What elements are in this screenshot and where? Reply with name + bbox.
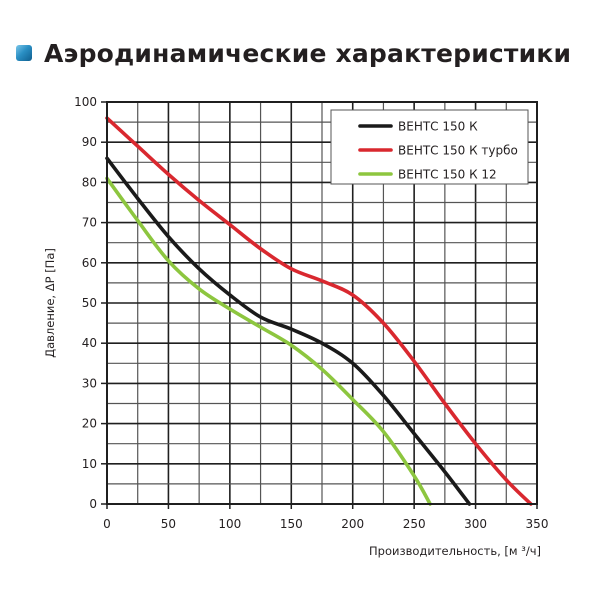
legend-item-vents-150k-turbo: ВЕНТС 150 К турбо <box>358 144 518 158</box>
legend-item-vents-150k: ВЕНТС 150 К <box>358 120 478 134</box>
y-tick-label: 90 <box>82 135 97 149</box>
y-tick-label: 70 <box>82 216 97 230</box>
y-tick-label: 50 <box>82 296 97 310</box>
curve-vents-150k <box>105 156 472 506</box>
chart-curves <box>105 116 533 506</box>
y-tick-label: 30 <box>82 376 97 390</box>
chart-legend: ВЕНТС 150 К ВЕНТС 150 К турбо ВЕНТС 150 К … <box>330 109 529 185</box>
x-tick-label: 100 <box>218 517 241 531</box>
y-tick-label: 0 <box>89 497 97 511</box>
y-axis-label: Давление, ΔP [Па] <box>43 248 57 358</box>
x-tick-label: 250 <box>403 517 426 531</box>
legend-label: ВЕНТС 150 К 12 <box>398 168 497 182</box>
y-tick-label: 10 <box>82 457 97 471</box>
x-tick-label: 300 <box>464 517 487 531</box>
legend-box <box>330 109 529 185</box>
x-axis-label: Производительность, [м ³/ч] <box>369 544 541 558</box>
x-tick-label: 50 <box>161 517 176 531</box>
y-tick-label: 60 <box>82 256 97 270</box>
y-tick-label: 40 <box>82 336 97 350</box>
chart-axes: 0 10 20 30 40 50 60 70 80 90 100 0 50 100 150 200 250 300… <box>74 95 548 531</box>
x-tick-label: 150 <box>280 517 303 531</box>
y-tick-label: 100 <box>74 95 97 109</box>
y-tick-label: 20 <box>82 417 97 431</box>
x-tick-label: 350 <box>526 517 549 531</box>
legend-label: ВЕНТС 150 К турбо <box>398 144 518 158</box>
y-tick-label: 80 <box>82 175 97 189</box>
chart-header: Аэродинамические характеристики <box>16 36 571 70</box>
x-tick-label: 200 <box>341 517 364 531</box>
blue-square-bullet-icon <box>16 45 32 61</box>
page-title: Аэродинамические характеристики <box>44 38 572 68</box>
curve-vents-150k-12 <box>105 176 432 506</box>
curve-vents-150k-turbo <box>105 116 533 506</box>
legend-label: ВЕНТС 150 К <box>398 120 478 134</box>
legend-item-vents-150k-12: ВЕНТС 150 К 12 <box>358 168 497 182</box>
x-tick-label: 0 <box>103 517 111 531</box>
